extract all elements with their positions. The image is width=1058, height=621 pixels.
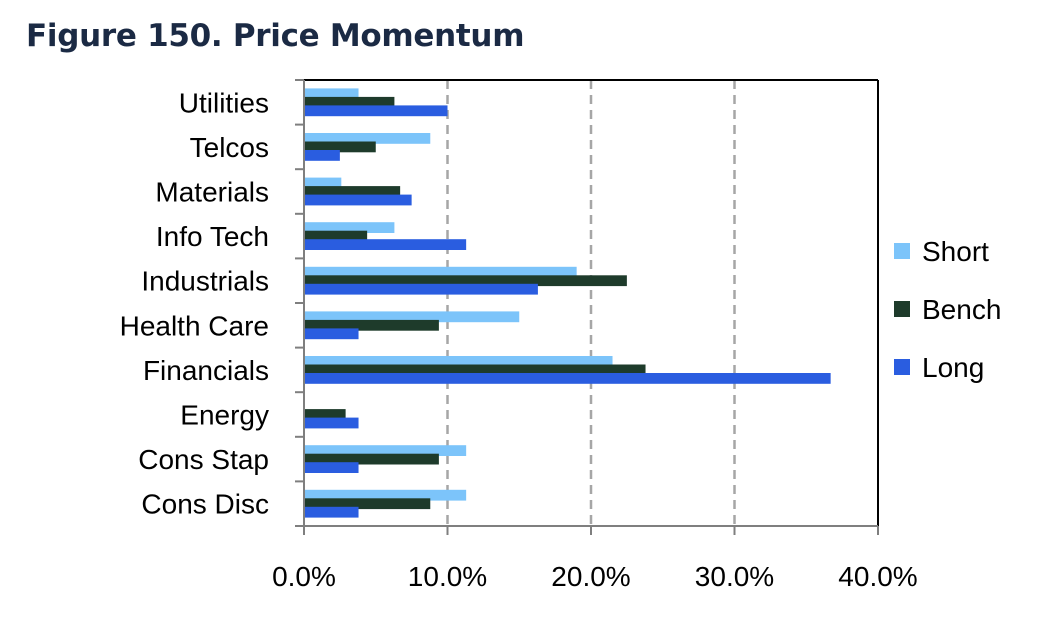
legend-label-long: Long [922, 352, 984, 383]
bar-bench-financials [304, 364, 646, 376]
legend-swatch-short [894, 243, 910, 259]
bar-short-cons-stap [304, 445, 467, 456]
bar-bench-materials [304, 186, 401, 197]
bar-long-energy [304, 417, 359, 429]
legend-swatch-bench [894, 301, 910, 317]
category-label: Financials [143, 355, 269, 386]
category-label: Cons Stap [138, 444, 269, 475]
bar-short-health-care [304, 311, 520, 323]
category-label: Energy [180, 400, 269, 431]
bar-bench-cons-disc [304, 498, 431, 510]
x-tick-label: 40.0% [838, 561, 917, 592]
legend-label-bench: Bench [922, 294, 1001, 325]
bar-bench-telcos [304, 141, 376, 153]
category-labels: Utilities Telcos Materials Info Tech Industr… [120, 87, 269, 519]
x-tick-labels: 0.0% 10.0% 20.0% 30.0% 40.0% [272, 561, 918, 592]
category-label: Health Care [120, 310, 269, 341]
bar-bench-industrials [304, 275, 627, 287]
bars [304, 88, 831, 518]
bar-long-financials [304, 373, 831, 384]
category-label: Telcos [190, 132, 269, 163]
category-label: Utilities [179, 87, 269, 118]
bar-long-cons-disc [304, 506, 359, 518]
bar-short-industrials [304, 266, 577, 278]
category-label: Cons Disc [141, 489, 269, 520]
legend-label-short: Short [922, 236, 989, 267]
bar-long-info-tech [304, 239, 467, 250]
bar-short-cons-disc [304, 489, 467, 501]
bar-bench-info-tech [304, 230, 368, 242]
bar-long-utilities [304, 105, 448, 117]
bar-long-industrials [304, 283, 538, 295]
legend-swatch-long [894, 359, 910, 375]
legend: Short Bench Long [894, 236, 1001, 383]
bar-long-materials [304, 194, 412, 206]
bar-short-telcos [304, 133, 431, 144]
bar-short-materials [304, 177, 342, 189]
bar-bench-cons-stap [304, 453, 439, 465]
x-tick-label: 10.0% [408, 561, 487, 592]
x-tick-label: 0.0% [272, 561, 336, 592]
bar-bench-health-care [304, 319, 439, 331]
gridlines [446, 80, 736, 526]
plot-frame [295, 79, 879, 535]
bar-long-health-care [304, 328, 359, 340]
bar-short-financials [304, 356, 613, 367]
category-label: Info Tech [156, 221, 269, 252]
category-label: Materials [155, 177, 269, 208]
bar-long-cons-stap [304, 462, 359, 473]
bar-long-telcos [304, 150, 340, 161]
x-tick-label: 30.0% [695, 561, 774, 592]
category-label: Industrials [141, 266, 269, 297]
bar-short-info-tech [304, 222, 395, 233]
x-tick-label: 20.0% [551, 561, 630, 592]
chart-title: Figure 150. Price Momentum [26, 18, 525, 54]
bar-bench-energy [304, 409, 346, 420]
bar-short-utilities [304, 88, 359, 100]
bar-bench-utilities [304, 96, 395, 108]
